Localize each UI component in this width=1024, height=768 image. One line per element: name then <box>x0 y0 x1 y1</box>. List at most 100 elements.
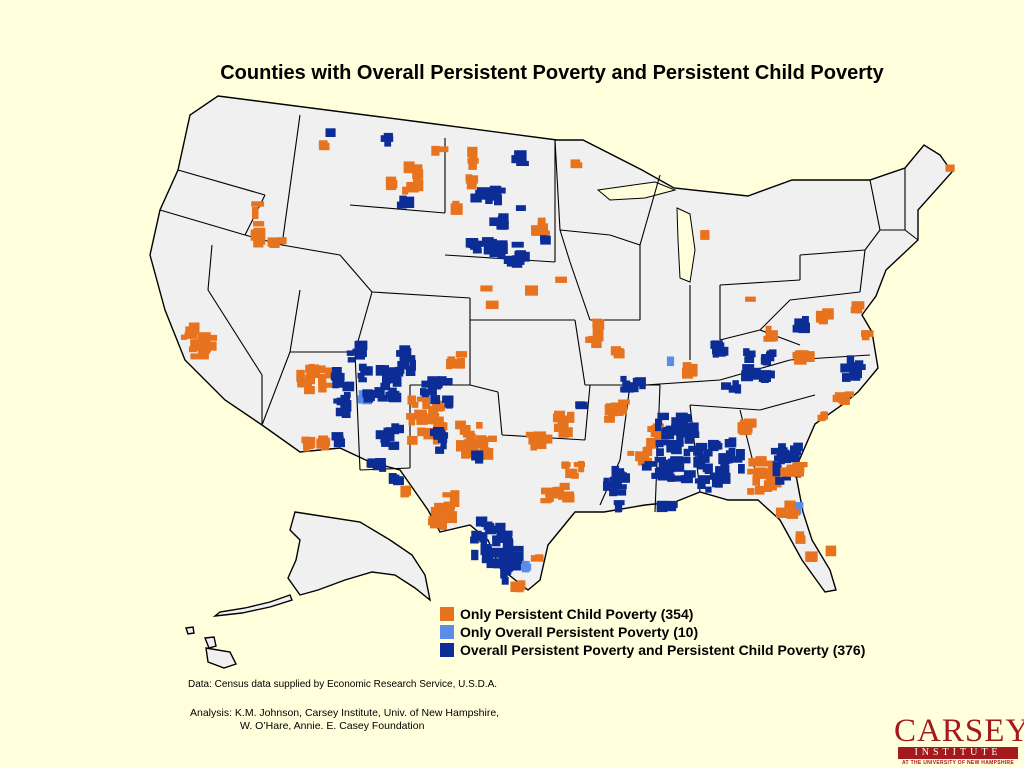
county-only-child-poverty <box>765 474 776 480</box>
county-only-child-poverty <box>316 438 324 449</box>
county-both-poverty <box>380 135 394 142</box>
county-both-poverty <box>641 463 652 471</box>
county-both-poverty <box>659 459 672 469</box>
county-only-child-poverty <box>558 431 569 438</box>
county-only-child-poverty <box>200 342 211 353</box>
county-both-poverty <box>717 350 726 357</box>
hawaii-1 <box>204 636 217 649</box>
county-both-poverty <box>421 380 433 388</box>
county-both-poverty <box>391 423 400 435</box>
county-only-child-poverty <box>190 339 203 350</box>
county-both-poverty <box>851 374 861 381</box>
county-both-poverty <box>432 380 443 389</box>
county-only-child-poverty <box>553 423 566 432</box>
county-both-poverty <box>655 422 661 432</box>
county-both-poverty <box>688 445 696 452</box>
county-both-poverty <box>849 368 861 380</box>
county-only-child-poverty <box>189 324 198 330</box>
county-both-poverty <box>334 435 344 444</box>
county-only-child-poverty <box>456 440 468 452</box>
county-both-poverty <box>741 373 750 382</box>
county-both-poverty <box>332 379 339 389</box>
county-only-child-poverty <box>417 427 426 437</box>
county-only-child-poverty <box>795 354 806 361</box>
county-markers <box>180 128 955 593</box>
county-both-poverty <box>408 355 416 363</box>
county-only-child-poverty <box>443 501 456 510</box>
county-both-poverty <box>575 401 588 410</box>
county-both-poverty <box>736 449 745 461</box>
state-border <box>261 351 291 426</box>
state-border <box>859 249 866 293</box>
county-only-child-poverty <box>528 432 540 445</box>
county-only-child-poverty <box>185 326 193 337</box>
county-both-poverty <box>617 472 627 480</box>
county-only-child-poverty <box>786 510 799 516</box>
county-only-child-poverty <box>855 306 862 314</box>
county-both-poverty <box>494 194 502 206</box>
county-both-poverty <box>409 359 416 371</box>
county-both-poverty <box>772 465 782 477</box>
county-only-child-poverty <box>407 435 418 445</box>
county-both-poverty <box>690 431 700 438</box>
state-border <box>609 234 641 246</box>
state-border <box>759 299 791 331</box>
county-only-child-poverty <box>534 228 542 234</box>
county-both-poverty <box>475 516 488 527</box>
state-border <box>719 279 801 286</box>
county-only-child-poverty <box>563 494 575 503</box>
county-both-poverty <box>625 382 639 393</box>
county-only-child-poverty <box>611 404 624 416</box>
county-only-child-poverty <box>430 416 444 425</box>
county-only-child-poverty <box>740 422 753 433</box>
county-only-child-poverty <box>180 334 188 340</box>
county-both-poverty <box>486 560 499 569</box>
county-both-poverty <box>399 195 407 203</box>
county-both-poverty <box>384 367 395 379</box>
county-only-child-poverty <box>825 545 837 557</box>
county-only-child-poverty <box>304 386 315 395</box>
county-only-overall-poverty <box>666 356 675 367</box>
county-only-child-poverty <box>318 384 327 393</box>
county-both-poverty <box>840 363 851 373</box>
county-only-child-poverty <box>861 330 870 341</box>
county-only-child-poverty <box>318 373 327 386</box>
county-only-child-poverty <box>776 512 788 518</box>
county-both-poverty <box>783 451 791 464</box>
county-both-poverty <box>342 381 355 392</box>
county-both-poverty <box>489 246 501 257</box>
county-only-child-poverty <box>613 349 625 359</box>
county-both-poverty <box>504 534 513 541</box>
county-only-child-poverty <box>832 394 844 403</box>
county-only-child-poverty <box>386 180 398 189</box>
county-only-child-poverty <box>483 436 494 442</box>
county-both-poverty <box>472 248 482 254</box>
state-border <box>799 249 866 256</box>
county-only-child-poverty <box>277 237 287 245</box>
county-both-poverty <box>684 433 694 444</box>
county-only-child-poverty <box>844 391 854 398</box>
county-both-poverty <box>703 449 713 457</box>
county-both-poverty <box>734 384 742 394</box>
county-only-child-poverty <box>766 478 777 491</box>
county-both-poverty <box>347 357 356 363</box>
county-both-poverty <box>357 372 365 379</box>
county-both-poverty <box>853 364 866 370</box>
county-only-child-poverty <box>752 476 760 486</box>
county-only-child-poverty <box>406 413 419 420</box>
county-both-poverty <box>483 242 494 255</box>
county-both-poverty <box>343 400 352 412</box>
county-both-poverty <box>656 448 664 456</box>
county-only-child-poverty <box>438 518 447 530</box>
county-only-child-poverty <box>794 350 803 358</box>
county-both-poverty <box>609 488 617 497</box>
county-both-poverty <box>728 448 736 459</box>
county-only-child-poverty <box>428 405 439 415</box>
county-both-poverty <box>794 318 803 327</box>
county-only-child-poverty <box>402 186 409 195</box>
county-both-poverty <box>776 448 786 459</box>
county-only-child-poverty <box>303 441 314 449</box>
county-only-child-poverty <box>253 221 265 227</box>
county-both-poverty <box>366 461 378 468</box>
legend-swatch-orange <box>440 607 454 621</box>
